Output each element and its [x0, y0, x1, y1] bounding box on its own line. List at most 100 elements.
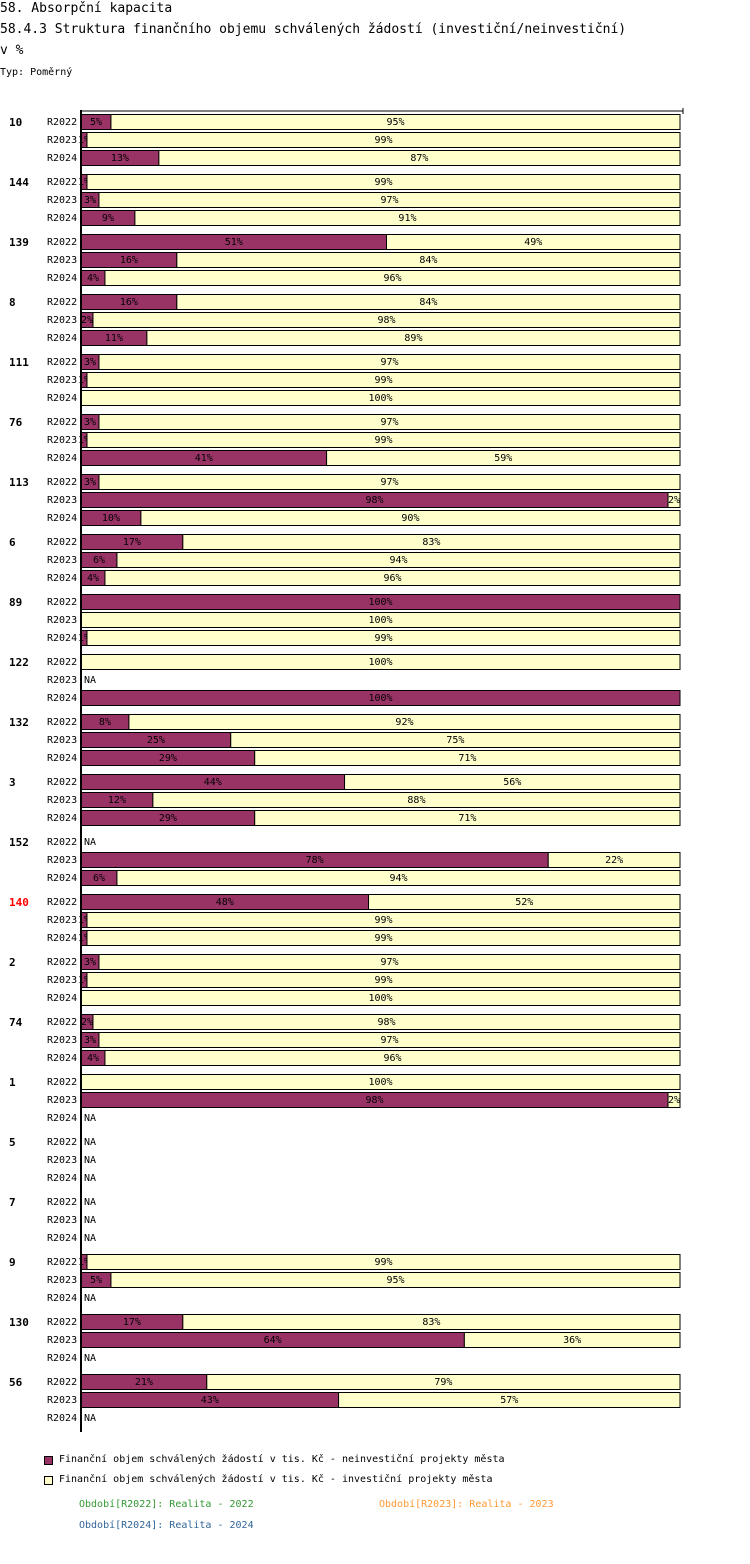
group-label: 1: [9, 1076, 16, 1089]
bar-segment-investicni: [326, 450, 681, 466]
period-label: R2022: [47, 117, 77, 128]
bar-value-label: 99%: [374, 933, 392, 944]
bar-value-label: 16%: [120, 255, 138, 266]
period-label: R2023: [47, 1395, 77, 1406]
chart-unit: v %: [0, 43, 24, 58]
bar-value-label: 17%: [123, 1317, 141, 1328]
group-label: 140: [9, 896, 29, 909]
bar-value-label: 44%: [204, 777, 222, 788]
period-label: R2022: [47, 597, 77, 608]
bar-value-label: 97%: [380, 957, 398, 968]
na-label: NA: [84, 1197, 96, 1208]
bar-segment-investicni: [86, 912, 681, 928]
bar-value-label: 29%: [159, 813, 177, 824]
period-label: R2023: [47, 1155, 77, 1166]
bar-segment-investicni: [254, 750, 681, 766]
period-label: R2024: [47, 693, 77, 704]
period-label: R2022: [47, 1377, 77, 1388]
legend-label-neinvesticni: Finanční objem schválených žádostí v tis…: [59, 1454, 505, 1465]
bar-value-label: 2%: [668, 495, 680, 506]
bar-value-label: 2%: [668, 1095, 680, 1106]
bar-segment-investicni: [182, 1314, 681, 1330]
bar-segment-investicni: [667, 1092, 681, 1108]
bar-value-label: 2%: [81, 315, 93, 326]
bar-segment-investicni: [344, 774, 681, 790]
period-label: R2023: [47, 615, 77, 626]
period-label: R2024: [47, 873, 77, 884]
group-label: 3: [9, 776, 16, 789]
bar-segment-investicni: [176, 252, 681, 268]
na-label: NA: [84, 1155, 96, 1166]
bar-value-label: 94%: [389, 873, 407, 884]
bar-value-label: 52%: [515, 897, 533, 908]
bar-value-label: 71%: [458, 753, 476, 764]
period-label: R2024: [47, 1233, 77, 1244]
bar-segment-investicni: [254, 810, 681, 826]
period-label: R2022: [47, 417, 77, 428]
period-label: R2022: [47, 657, 77, 668]
na-label: NA: [84, 1233, 96, 1244]
bar-value-label: 16%: [120, 297, 138, 308]
bar-value-label: 4%: [87, 273, 99, 284]
bar-value-label: 64%: [264, 1335, 282, 1346]
bar-value-label: 3%: [84, 417, 96, 428]
na-label: NA: [84, 1137, 96, 1148]
bar-segment-investicni: [86, 930, 681, 946]
bar-value-label: 100%: [368, 657, 392, 668]
bar-value-label: 98%: [377, 315, 395, 326]
bar-segment-investicni: [98, 1032, 681, 1048]
bar-value-label: 99%: [374, 633, 392, 644]
period-label: R2023: [47, 375, 77, 386]
bar-value-label: 100%: [368, 993, 392, 1004]
period-label: R2024: [47, 273, 77, 284]
group-label: 132: [9, 716, 29, 729]
na-label: NA: [84, 1413, 96, 1424]
bar-value-label: 3%: [84, 195, 96, 206]
period-label: R2023: [47, 1215, 77, 1226]
bar-value-label: 96%: [383, 1053, 401, 1064]
bar-value-label: 99%: [374, 975, 392, 986]
group-label: 76: [9, 416, 23, 429]
period-label: R2023: [47, 315, 77, 326]
chart-title: 58.4.3 Struktura finančního objemu schvá…: [0, 22, 627, 37]
bar-value-label: 89%: [404, 333, 422, 344]
period-label: R2023: [47, 1275, 77, 1286]
bar-segment-investicni: [338, 1392, 681, 1408]
bar-value-label: 13%: [111, 153, 129, 164]
group-label: 9: [9, 1256, 16, 1269]
period-label: R2023: [47, 255, 77, 266]
bar-value-label: 99%: [374, 375, 392, 386]
bar-value-label: 6%: [93, 873, 105, 884]
bar-value-label: 71%: [458, 813, 476, 824]
period-label: R2022: [47, 177, 77, 188]
bar-value-label: 4%: [87, 1053, 99, 1064]
bar-value-label: 94%: [389, 555, 407, 566]
period-label: R2022: [47, 297, 77, 308]
period-label: R2023: [47, 975, 77, 986]
bar-segment-investicni: [206, 1374, 681, 1390]
period-label: R2022: [47, 957, 77, 968]
bar-value-label: 1%: [78, 177, 90, 188]
bar-segment-investicni: [116, 552, 681, 568]
bar-value-label: 10%: [102, 513, 120, 524]
bar-value-label: 9%: [102, 213, 114, 224]
bar-value-label: 43%: [201, 1395, 219, 1406]
group-label: 74: [9, 1016, 23, 1029]
period-label: R2024: [47, 1413, 77, 1424]
group-label: 6: [9, 536, 16, 549]
bar-value-label: 84%: [419, 297, 437, 308]
bar-value-label: 1%: [78, 135, 90, 146]
bar-value-label: 97%: [380, 1035, 398, 1046]
bar-value-label: 83%: [422, 1317, 440, 1328]
bar-value-label: 2%: [81, 1017, 93, 1028]
period-label: R2022: [47, 837, 77, 848]
bar-value-label: 1%: [78, 915, 90, 926]
group-label: 2: [9, 956, 16, 969]
bar-value-label: 87%: [410, 153, 428, 164]
period-label: R2023: [47, 675, 77, 686]
bar-segment-investicni: [98, 474, 681, 490]
bar-value-label: 1%: [78, 375, 90, 386]
bar-segment-investicni: [110, 114, 681, 130]
bar-value-label: 25%: [147, 735, 165, 746]
period-label: R2023: [47, 795, 77, 806]
